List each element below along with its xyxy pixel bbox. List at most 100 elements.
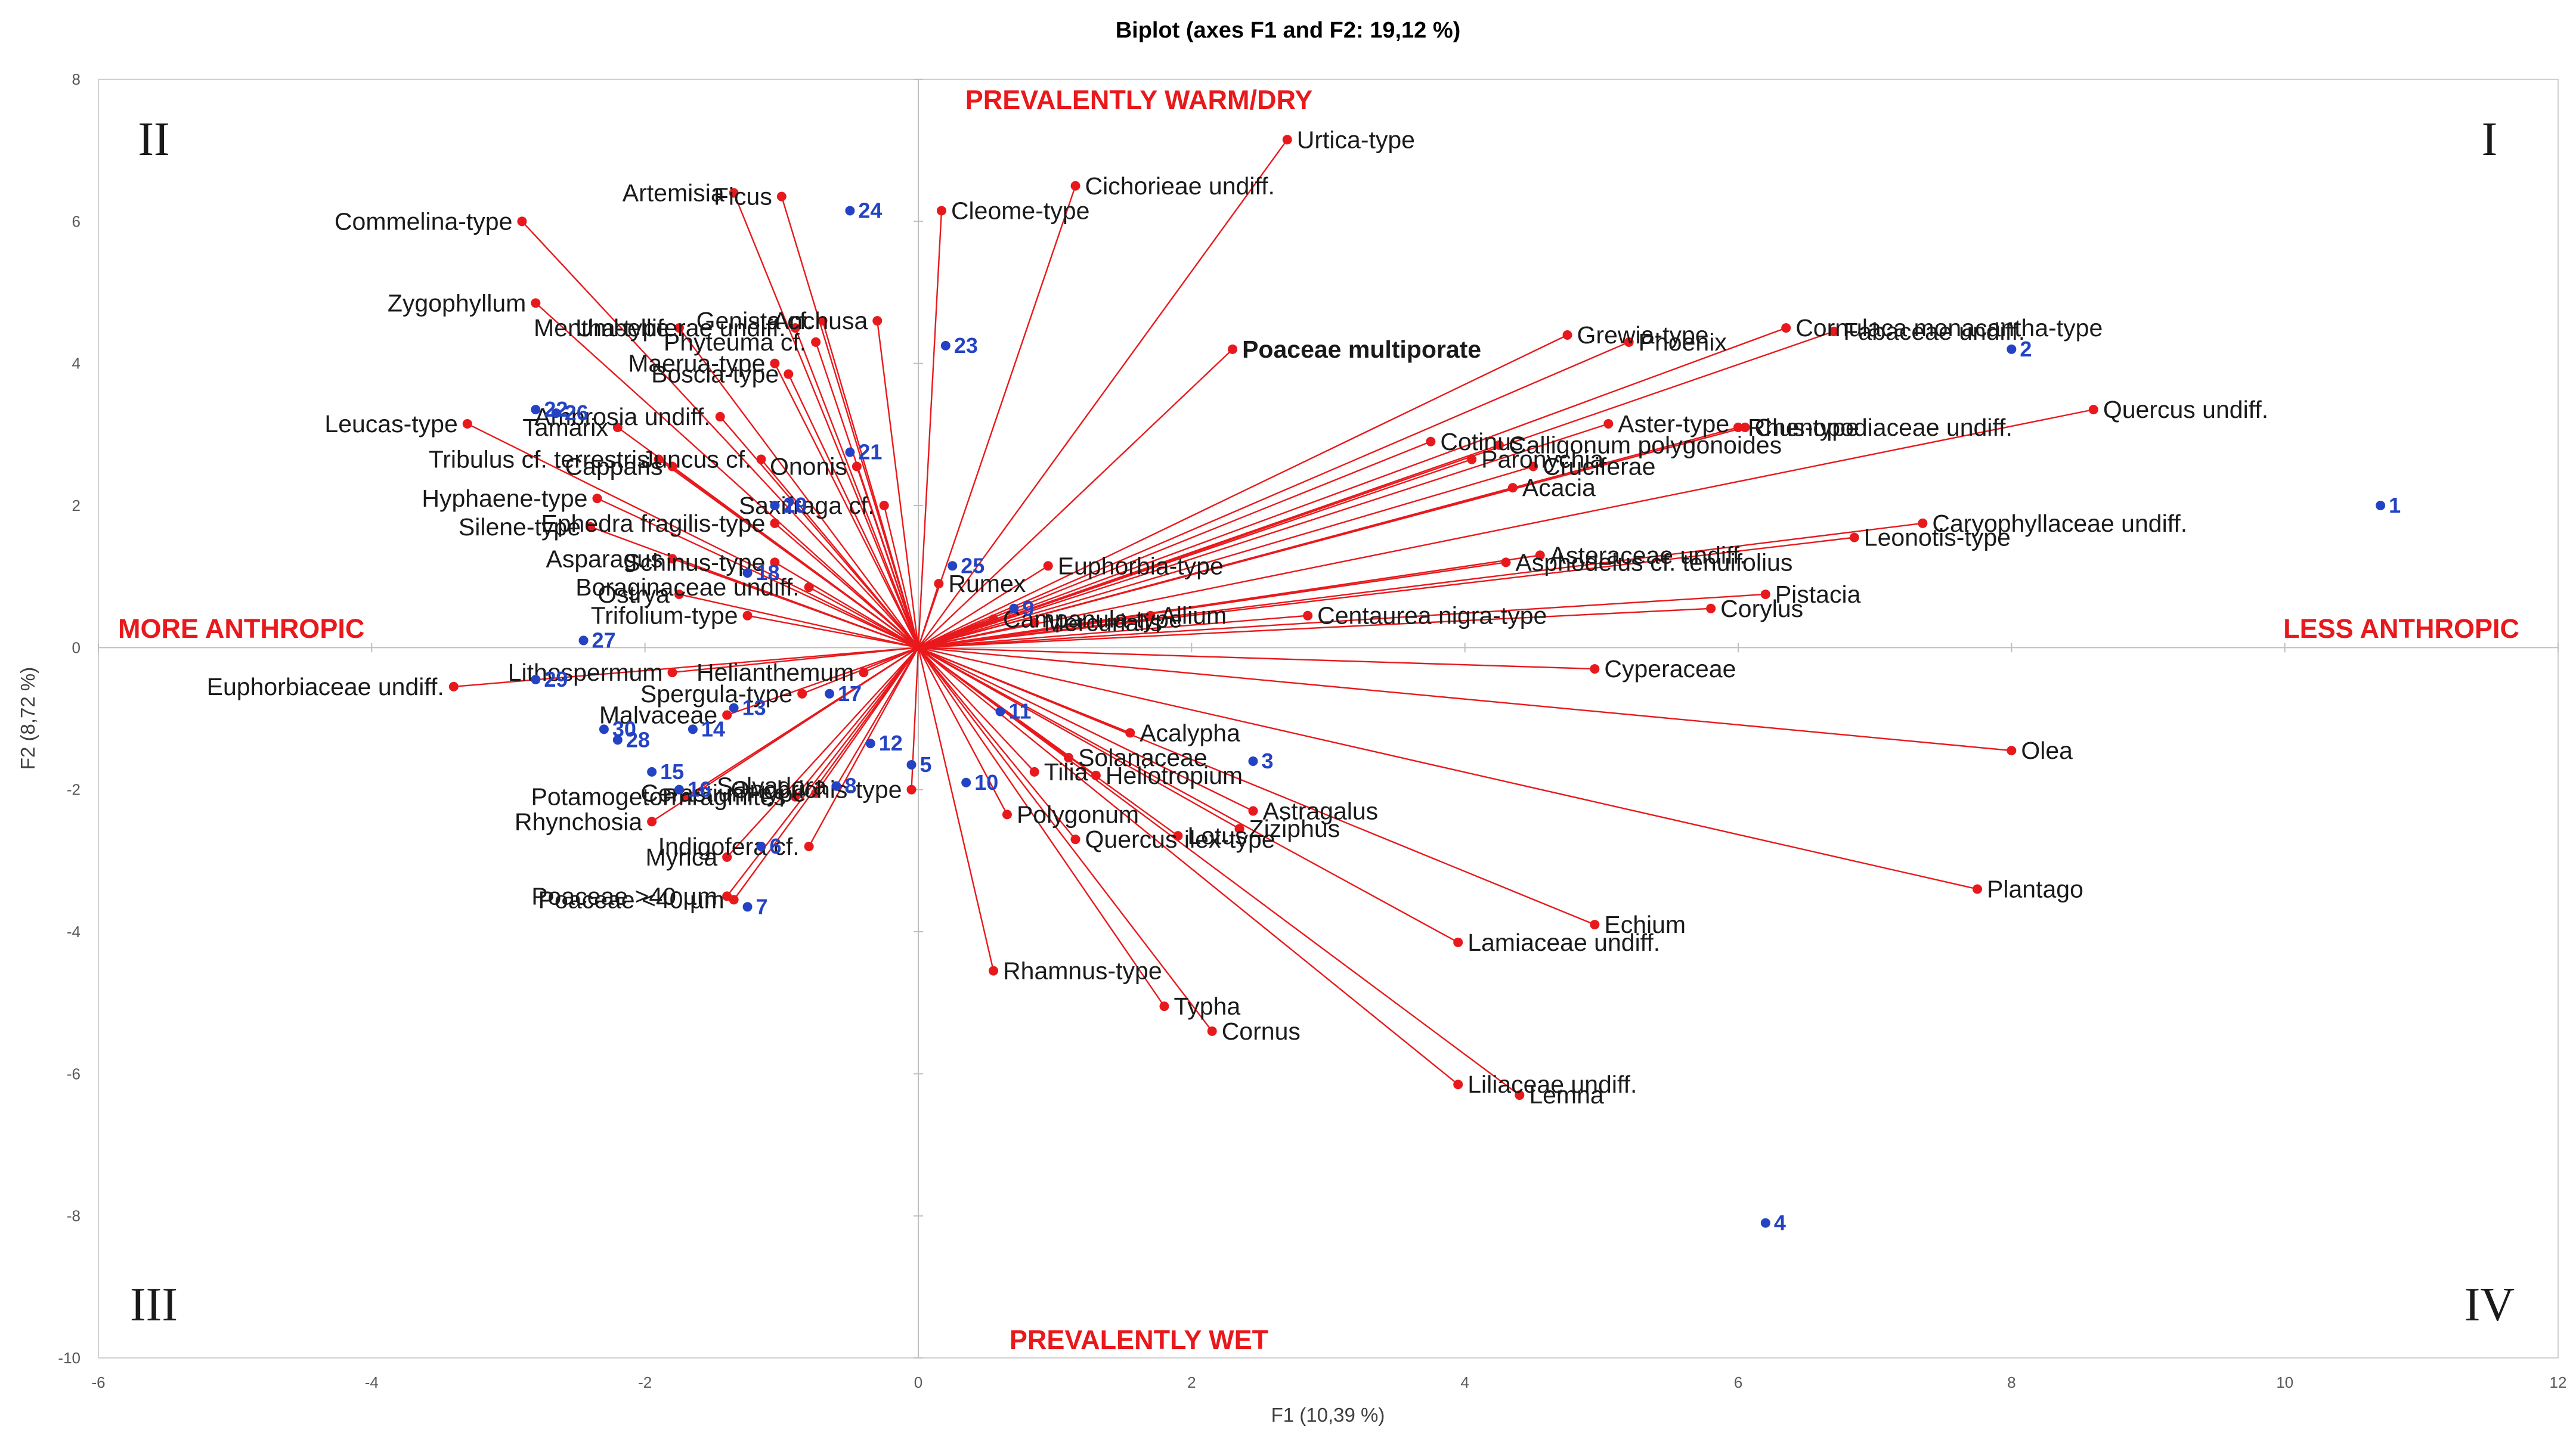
vector-poaceae-40-m: [733, 647, 919, 901]
vector-point-ziziphus: [1234, 824, 1244, 834]
variable-label-ziziphus: Ziziphus: [1249, 815, 1340, 842]
vector-artemisia: [733, 193, 919, 648]
vector-aster-type: [918, 423, 1609, 649]
variable-label-ostrya: Ostrya: [597, 581, 670, 608]
vector-asparagus: [672, 558, 919, 649]
vector-commelina-type: [521, 221, 919, 649]
vector-point-rhynchosia: [647, 817, 657, 827]
variable-label-caryophyllaceae-undiff: Caryophyllaceae undiff.: [1932, 510, 2187, 537]
vector-leonotis-type: [918, 536, 1854, 649]
vector-hyphaene-type: [596, 497, 919, 649]
vector-plantago: [918, 647, 1978, 890]
variable-label-acacia: Acacia: [1522, 474, 1596, 501]
vector-point-ononis: [852, 461, 862, 472]
vector-caryophyllaceae-undiff: [918, 522, 1923, 649]
variable-label-asteraceae-undiff: Asteraceae undiff.: [1550, 541, 1747, 569]
vector-point-chenopodiaceae-undiff: [1740, 422, 1750, 432]
vector-point-commelina-type: [517, 216, 527, 227]
observation-point-6: [756, 842, 766, 851]
vector-trifolium-type: [747, 615, 919, 649]
variable-label-cruciferae: Cruciferae: [1543, 452, 1655, 480]
vector-point-cruciferae: [1528, 461, 1538, 472]
vector-indigofera-cf: [808, 647, 919, 847]
vector-echium: [918, 647, 1595, 926]
observation-label-4: 4: [1774, 1211, 1786, 1235]
y-tick-label: -6: [67, 1065, 80, 1083]
vector-asphodelus-cf-tenuifolius: [918, 562, 1506, 649]
vector-point-umbelliferae-undiff: [790, 323, 800, 333]
variable-label-rhus-type: Rhus-type: [1748, 414, 1859, 441]
vector-point-solanaceae: [1064, 753, 1074, 763]
vector-boraginaceae-undiff: [809, 586, 919, 649]
variable-label-cornus: Cornus: [1222, 1018, 1301, 1045]
observation-point-23: [940, 340, 950, 351]
variable-label-acalypha: Acalypha: [1140, 719, 1240, 746]
variable-label-tribulus-cf-terrestris: Tribulus cf. terrestris: [429, 446, 649, 473]
variable-label-poaceae-40-m: Poaceae >40 µm: [531, 882, 717, 910]
variable-label-mercurialis: Mercurialis: [1044, 609, 1162, 637]
vector-rhamnus-type: [917, 647, 995, 971]
variable-label-saxifraga-cf: Saxifraga cf.: [739, 492, 875, 519]
vector-point-cyperaceae: [1590, 664, 1600, 674]
vector-ononis: [856, 466, 919, 648]
variable-label-cerastium-type: Cerastium-type: [640, 780, 806, 807]
variable-label-rhynchosia: Rhynchosia: [515, 808, 642, 835]
vector-point-polygonum: [1002, 810, 1012, 820]
variable-label-corylus: Corylus: [1720, 595, 1803, 622]
variable-label-potamogeton: Potamogeton: [531, 783, 677, 811]
variable-label-asparagus: Asparagus: [546, 545, 662, 572]
observation-label-23: 23: [954, 333, 978, 358]
vector-poaceae-multiporate: [918, 348, 1233, 649]
variable-label-pistacia: Pistacia: [1775, 581, 1861, 608]
variable-label-indigofera-cf: Indigofera cf.: [658, 833, 800, 860]
observation-point-20: [770, 501, 780, 510]
observation-point-4: [1760, 1218, 1770, 1228]
variable-label-lotus: Lotus: [1187, 822, 1247, 849]
y-tick-label: -2: [67, 781, 80, 799]
vector-pistacia: [918, 593, 1766, 649]
variable-label-fabaceae-undiff: Fabaceae undiff.: [1843, 318, 2025, 345]
variable-label-lithospermum: Lithospermum: [508, 659, 663, 686]
y-tick-label: -8: [67, 1207, 80, 1225]
variable-label-liliaceae-undiff: Liliaceae undiff.: [1467, 1071, 1637, 1098]
vector-point-ephedra-fragilis-type: [770, 518, 780, 528]
variable-label-myrica: Myrica: [645, 843, 717, 871]
observation-label-30: 30: [612, 717, 636, 741]
vector-point-silene-type: [586, 522, 595, 532]
vector-point-myrica: [722, 852, 732, 862]
variable-label-euphorbia-type: Euphorbia-type: [1058, 552, 1224, 579]
variable-label-phyteuma-cf: Phyteuma cf.: [664, 328, 806, 356]
vector-rumex: [917, 583, 940, 648]
x-tick-label: 2: [1187, 1373, 1196, 1391]
variable-label-astragalus: Astragalus: [1262, 797, 1378, 824]
x-tick-label: 6: [1734, 1373, 1742, 1391]
vector-point-tamarix: [612, 422, 623, 432]
vector-point-asteraceae-undiff: [1535, 550, 1545, 560]
observation-point-17: [825, 689, 835, 699]
vector-point-astragalus: [1248, 806, 1258, 816]
vector-genista-cf: [822, 320, 919, 648]
y-tick-label: 0: [72, 638, 80, 656]
variable-label-umbelliferae-undiff: Umbelliferae undiff.: [575, 314, 785, 342]
vector-cornulaca-monacantha-type: [918, 327, 1787, 649]
vector-point-onobrichis-type: [906, 784, 917, 795]
variable-label-olea: Olea: [2021, 737, 2073, 764]
vector-zygophyllum: [535, 302, 919, 649]
vector-point-grewia-type: [1562, 330, 1572, 340]
annotation-top: PREVALENTLY WARM/DRY: [965, 85, 1313, 115]
observation-label-11: 11: [1009, 699, 1032, 724]
vector-lemna: [918, 647, 1521, 1096]
variable-label-euphorbiaceae-undiff: Euphorbiaceae undiff.: [207, 673, 444, 700]
observation-label-16: 16: [688, 777, 711, 802]
vector-point-schinus-type: [770, 557, 780, 567]
vector-point-genista-cf: [818, 316, 828, 326]
variable-label-ambrosia-undiff: Ambrosia undiff.: [534, 403, 711, 430]
vector-point-leucas-type: [462, 418, 472, 429]
vector-point-hyphaene-type: [592, 494, 602, 504]
vector-anchusa: [877, 321, 919, 648]
vector-point-leonotis-type: [1849, 532, 1859, 542]
observation-label-25: 25: [961, 553, 984, 578]
vector-polygonum: [917, 647, 1008, 815]
